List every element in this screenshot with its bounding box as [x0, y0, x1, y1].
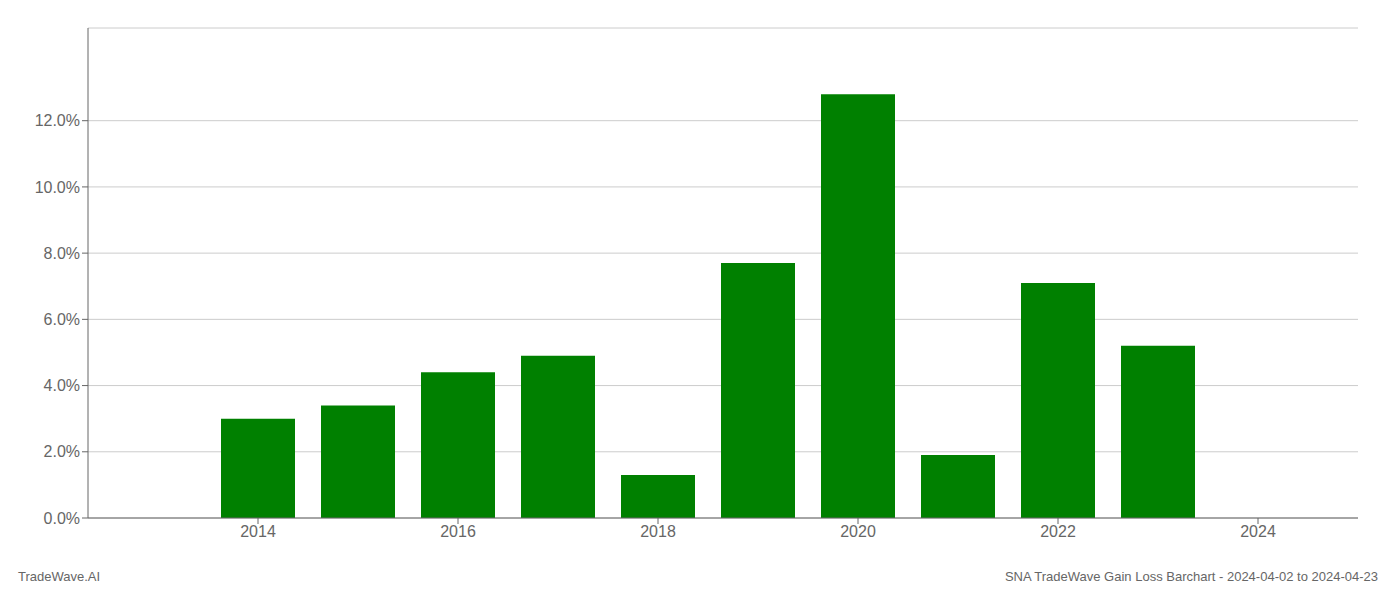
svg-text:2020: 2020 — [840, 523, 876, 540]
svg-text:2022: 2022 — [1040, 523, 1076, 540]
svg-text:6.0%: 6.0% — [44, 311, 80, 328]
svg-text:2016: 2016 — [440, 523, 476, 540]
svg-text:0.0%: 0.0% — [44, 510, 80, 527]
svg-text:12.0%: 12.0% — [35, 112, 80, 129]
html-text:TradeWave.AI: TradeWave.AI — [18, 569, 101, 584]
svg-text:10.0%: 10.0% — [35, 179, 80, 196]
svg-text:2014: 2014 — [240, 523, 276, 540]
svg-text:2018: 2018 — [640, 523, 676, 540]
html-text:SNA TradeWave Gain Loss Barcha: SNA TradeWave Gain Loss Barchart - 2024-… — [1004, 569, 1378, 584]
svg-text:4.0%: 4.0% — [44, 377, 80, 394]
svg-text:2024: 2024 — [1240, 523, 1276, 540]
svg-text:8.0%: 8.0% — [44, 245, 80, 262]
svg-text:2.0%: 2.0% — [44, 443, 80, 460]
